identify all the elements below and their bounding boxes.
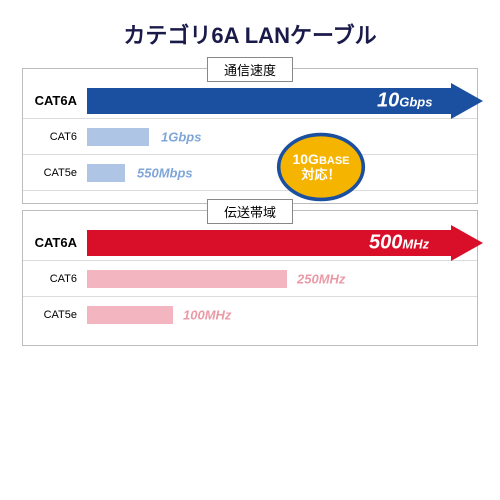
chart-row: CAT5e 100MHz — [23, 297, 477, 333]
chart-row: CAT6 250MHz — [23, 261, 477, 297]
chart-row: CAT6A 10Gbps — [23, 83, 477, 119]
category-label: CAT5e — [23, 309, 87, 321]
bar-value-label: 1Gbps — [161, 129, 201, 144]
bar — [87, 164, 125, 182]
bar — [87, 270, 287, 288]
bar-value-label: 550Mbps — [137, 165, 193, 180]
chart-row: CAT5e 550Mbps — [23, 155, 477, 191]
bar-area: 10Gbps — [87, 83, 477, 118]
category-label: CAT6A — [23, 235, 87, 250]
category-label: CAT6A — [23, 93, 87, 108]
category-label: CAT5e — [23, 167, 87, 179]
bar-area: 500MHz — [87, 225, 477, 260]
bandwidth-chart-panel: 伝送帯域 CAT6A500MHzCAT6250MHzCAT5e100MHz — [22, 210, 478, 346]
category-label: CAT6 — [23, 131, 87, 143]
page-title: カテゴリ6A LANケーブル — [0, 0, 500, 62]
bar-value-label: 10Gbps — [377, 89, 432, 112]
bar-area: 100MHz — [87, 297, 477, 333]
bandwidth-chart-label: 伝送帯域 — [207, 199, 293, 224]
chart-row: CAT6 1Gbps — [23, 119, 477, 155]
speed-chart-panel: 通信速度 CAT6A10GbpsCAT61GbpsCAT5e550Mbps10G… — [22, 68, 478, 204]
bar — [87, 128, 149, 146]
bar-value-label: 100MHz — [183, 308, 231, 323]
bar-value-label: 500MHz — [369, 231, 429, 254]
chart-row: CAT6A 500MHz — [23, 225, 477, 261]
badge-text: 10GBASE対応！ — [275, 131, 367, 203]
bar-value-label: 250MHz — [297, 271, 345, 286]
bar — [87, 306, 173, 324]
feature-badge: 10GBASE対応！ — [275, 131, 367, 203]
bar-area: 250MHz — [87, 261, 477, 296]
category-label: CAT6 — [23, 273, 87, 285]
speed-chart-label: 通信速度 — [207, 57, 293, 82]
